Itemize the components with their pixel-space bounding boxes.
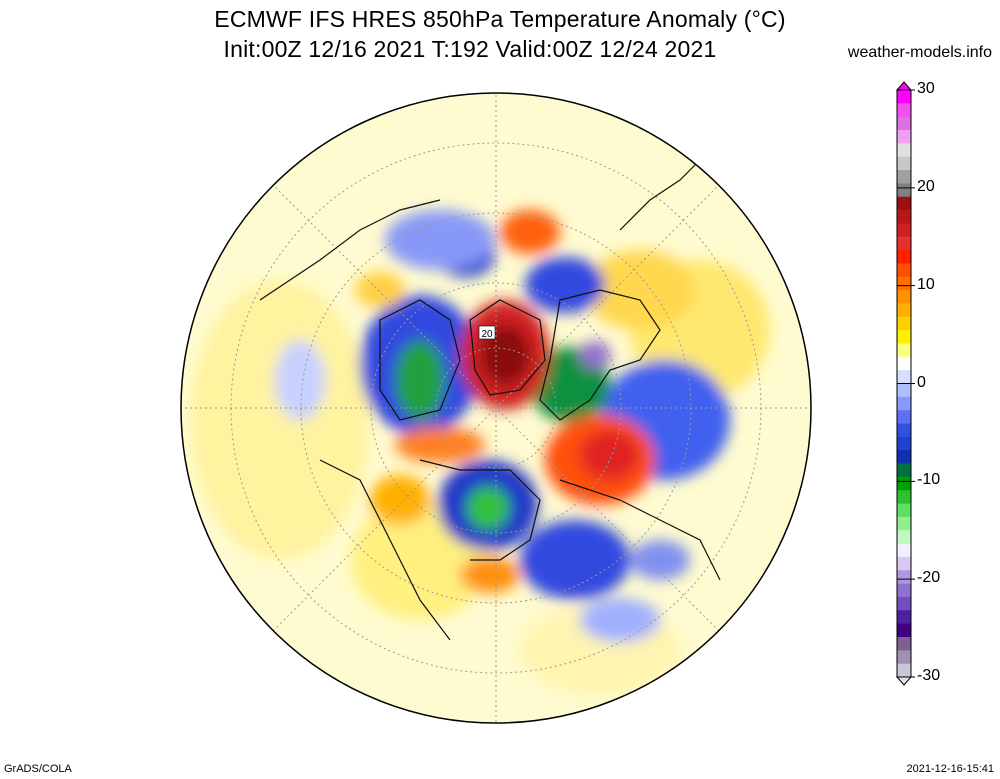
- colorbar-cell: [897, 476, 911, 491]
- subtitle-text: Init:00Z 12/16 2021 T:192 Valid:00Z 12/2…: [223, 36, 717, 62]
- colorbar-cell: [897, 516, 911, 531]
- footer-software: GrADS/COLA: [4, 763, 72, 775]
- footer-timestamp: 2021-12-16-15:41: [906, 763, 994, 775]
- colorbar-tick-label: -10: [917, 471, 941, 489]
- colorbar-cell: [897, 636, 911, 651]
- colorbar-cell: [897, 210, 911, 224]
- colorbar-tick-label: -20: [917, 569, 941, 587]
- colorbar-cell: [897, 556, 911, 571]
- colorbar-cell: [897, 623, 911, 638]
- colorbar-cell: [897, 156, 911, 171]
- colorbar-cell: [897, 436, 911, 451]
- colorbar-cell: [897, 330, 911, 344]
- colorbar-cell: [897, 423, 911, 438]
- map-boundary: [180, 92, 812, 724]
- colorbar-cell: [897, 276, 911, 291]
- colorbar-cell: [897, 183, 911, 198]
- colorbar-cell: [897, 343, 911, 358]
- colorbar-cell: [897, 236, 911, 251]
- colorbar-cell: [897, 170, 911, 184]
- colorbar-cell: [897, 463, 911, 478]
- colorbar-bottom-arrow: [895, 676, 913, 686]
- colorbar-tick-label: 0: [917, 373, 926, 391]
- colorbar-cell: [897, 543, 911, 558]
- colorbar-cell: [897, 583, 911, 598]
- colorbar-cell: [897, 610, 911, 625]
- colorbar-cell: [897, 663, 911, 678]
- colorbar-cell: [897, 530, 911, 545]
- colorbar-tick-label: 10: [917, 275, 935, 293]
- colorbar-cell: [897, 370, 911, 384]
- colorbar-cell: [897, 90, 911, 104]
- colorbar-cell: [897, 316, 911, 331]
- colorbar-cell: [897, 356, 911, 371]
- contour-label: 20: [481, 329, 493, 340]
- colorbar-cell: [897, 410, 911, 425]
- colorbar-cell: [897, 570, 911, 585]
- colorbar-cell: [897, 450, 911, 465]
- colorbar-cell: [897, 130, 911, 144]
- colorbar-cell: [897, 383, 911, 398]
- colorbar-cell: [897, 650, 911, 665]
- colorbar-top-arrow: [895, 81, 913, 91]
- colorbar-cell: [897, 116, 911, 131]
- colorbar-tick-label: 20: [917, 177, 935, 195]
- source-credit: weather-models.info: [847, 44, 992, 61]
- colorbar-cell: [897, 290, 911, 304]
- colorbar-cell: [897, 143, 911, 158]
- colorbar-cell: [897, 263, 911, 278]
- colorbar-cell: [897, 490, 911, 505]
- colorbar-tick-label: -30: [917, 667, 941, 684]
- contour-label-box: [478, 325, 496, 340]
- colorbar-cell: [897, 196, 911, 211]
- colorbar-cell: [897, 503, 911, 518]
- colorbar-cell: [897, 250, 911, 264]
- colorbar-tick-label: 30: [917, 80, 935, 97]
- colorbar-cell: [897, 223, 911, 238]
- colorbar-cell: [897, 596, 911, 611]
- map-title: ECMWF IFS HRES 850hPa Temperature Anomal…: [214, 6, 786, 32]
- anomaly-field: [181, 93, 811, 723]
- colorbar-cell: [897, 103, 911, 118]
- colorbar-cell: [897, 303, 911, 318]
- map-subtitle: Init:00Z 12/16 2021 T:192 Valid:00Z 12/2…: [0, 36, 1000, 63]
- colorbar-cell: [897, 396, 911, 411]
